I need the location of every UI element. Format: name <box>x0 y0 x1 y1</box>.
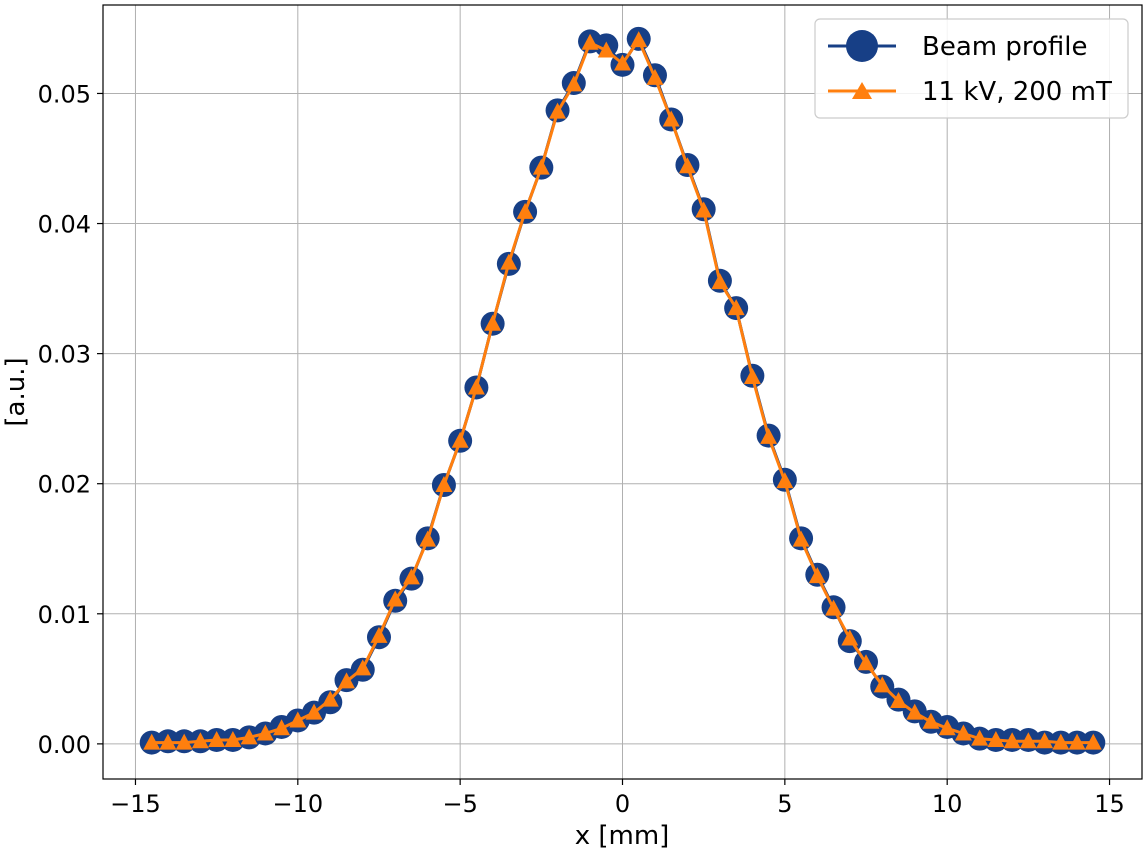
data-point <box>711 273 729 290</box>
data-point <box>565 75 583 92</box>
data-point <box>484 314 502 331</box>
data-point <box>1036 732 1054 749</box>
x-tick-label: 10 <box>932 790 963 818</box>
data-point <box>305 703 323 720</box>
y-tick-label: 0.04 <box>38 211 91 239</box>
y-tick-label: 0.01 <box>38 601 91 629</box>
x-tick-label: −5 <box>442 790 477 818</box>
data-point <box>630 31 648 48</box>
data-point <box>581 33 599 50</box>
legend-label-11kv: 11 kV, 200 mT <box>922 77 1112 107</box>
data-point <box>1052 733 1070 750</box>
data-point <box>954 724 972 741</box>
data-point <box>338 672 356 689</box>
data-point <box>808 567 826 584</box>
data-point <box>971 729 989 746</box>
data-point <box>175 733 193 750</box>
data-point <box>516 202 534 219</box>
legend-label-beam-profile: Beam profile <box>922 32 1087 62</box>
data-point <box>727 299 745 316</box>
data-point <box>532 158 550 175</box>
y-tick-label: 0.03 <box>38 341 91 369</box>
data-point <box>938 719 956 736</box>
x-tick-label: 15 <box>1094 790 1125 818</box>
data-point <box>906 703 924 720</box>
x-tick-label: −10 <box>272 790 323 818</box>
data-point <box>1019 732 1037 749</box>
data-point <box>435 476 453 493</box>
data-point <box>857 654 875 671</box>
data-point <box>662 110 680 127</box>
y-tick-label: 0.05 <box>38 80 91 108</box>
data-point <box>743 368 761 385</box>
data-point <box>143 733 161 750</box>
data-point <box>386 590 404 607</box>
data-point <box>289 711 307 728</box>
data-point <box>224 730 242 747</box>
x-axis: −15 −10 −5 0 5 10 15 <box>110 779 1125 818</box>
data-point <box>402 568 420 585</box>
data-point <box>240 728 258 745</box>
data-point <box>467 378 485 395</box>
data-point <box>159 733 177 750</box>
data-point <box>678 157 696 174</box>
data-point <box>549 102 567 119</box>
data-point <box>1068 733 1086 750</box>
data-point <box>500 253 518 270</box>
x-tick-label: −15 <box>110 790 161 818</box>
data-point <box>451 431 469 448</box>
y-axis: 0.00 0.01 0.02 0.03 0.04 0.05 <box>38 80 103 759</box>
legend-box <box>814 18 1129 119</box>
y-axis-label: [a.u.] <box>1 357 31 426</box>
legend-marker-beam-profile <box>846 30 878 62</box>
x-tick-label: 5 <box>777 790 792 818</box>
series-11kv-200mt <box>143 31 1102 750</box>
data-point <box>256 724 274 741</box>
data-point <box>695 201 713 218</box>
data-point <box>354 659 372 676</box>
x-tick-label: 0 <box>615 790 630 818</box>
data-point <box>922 712 940 729</box>
data-point <box>370 626 388 643</box>
data-point <box>597 41 615 58</box>
data-point <box>1084 733 1102 750</box>
data-point <box>825 599 843 616</box>
data-point <box>776 472 794 489</box>
data-point <box>1003 732 1021 749</box>
series-layer <box>139 26 1106 755</box>
data-point <box>273 719 291 736</box>
data-point <box>889 691 907 708</box>
x-axis-label: x [mm] <box>575 821 670 850</box>
data-point <box>614 54 631 71</box>
legend: Beam profile 11 kV, 200 mT <box>814 18 1129 119</box>
data-point <box>321 690 339 707</box>
y-tick-label: 0.00 <box>38 731 91 759</box>
data-point <box>987 730 1005 747</box>
legend-marker-11kv <box>852 82 872 99</box>
data-point <box>873 676 891 693</box>
data-point <box>208 730 226 747</box>
data-point <box>760 427 778 444</box>
data-point <box>841 629 859 646</box>
data-point <box>191 732 209 749</box>
data-point <box>646 68 664 85</box>
data-point <box>419 530 437 547</box>
data-point <box>792 530 810 547</box>
y-tick-label: 0.02 <box>38 471 91 499</box>
